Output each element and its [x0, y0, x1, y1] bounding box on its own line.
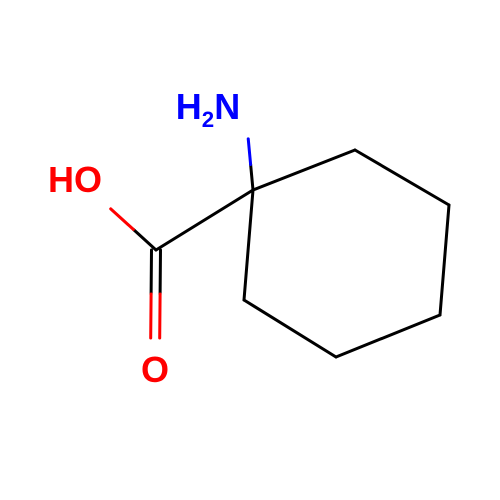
molecule-canvas: H2N HO O — [0, 0, 500, 500]
atom-label-o_dbl: O — [141, 352, 169, 388]
atom-label-n1: H2N — [176, 89, 240, 125]
atom-label-o_oh: HO — [48, 162, 102, 198]
molecule-svg — [0, 0, 500, 500]
